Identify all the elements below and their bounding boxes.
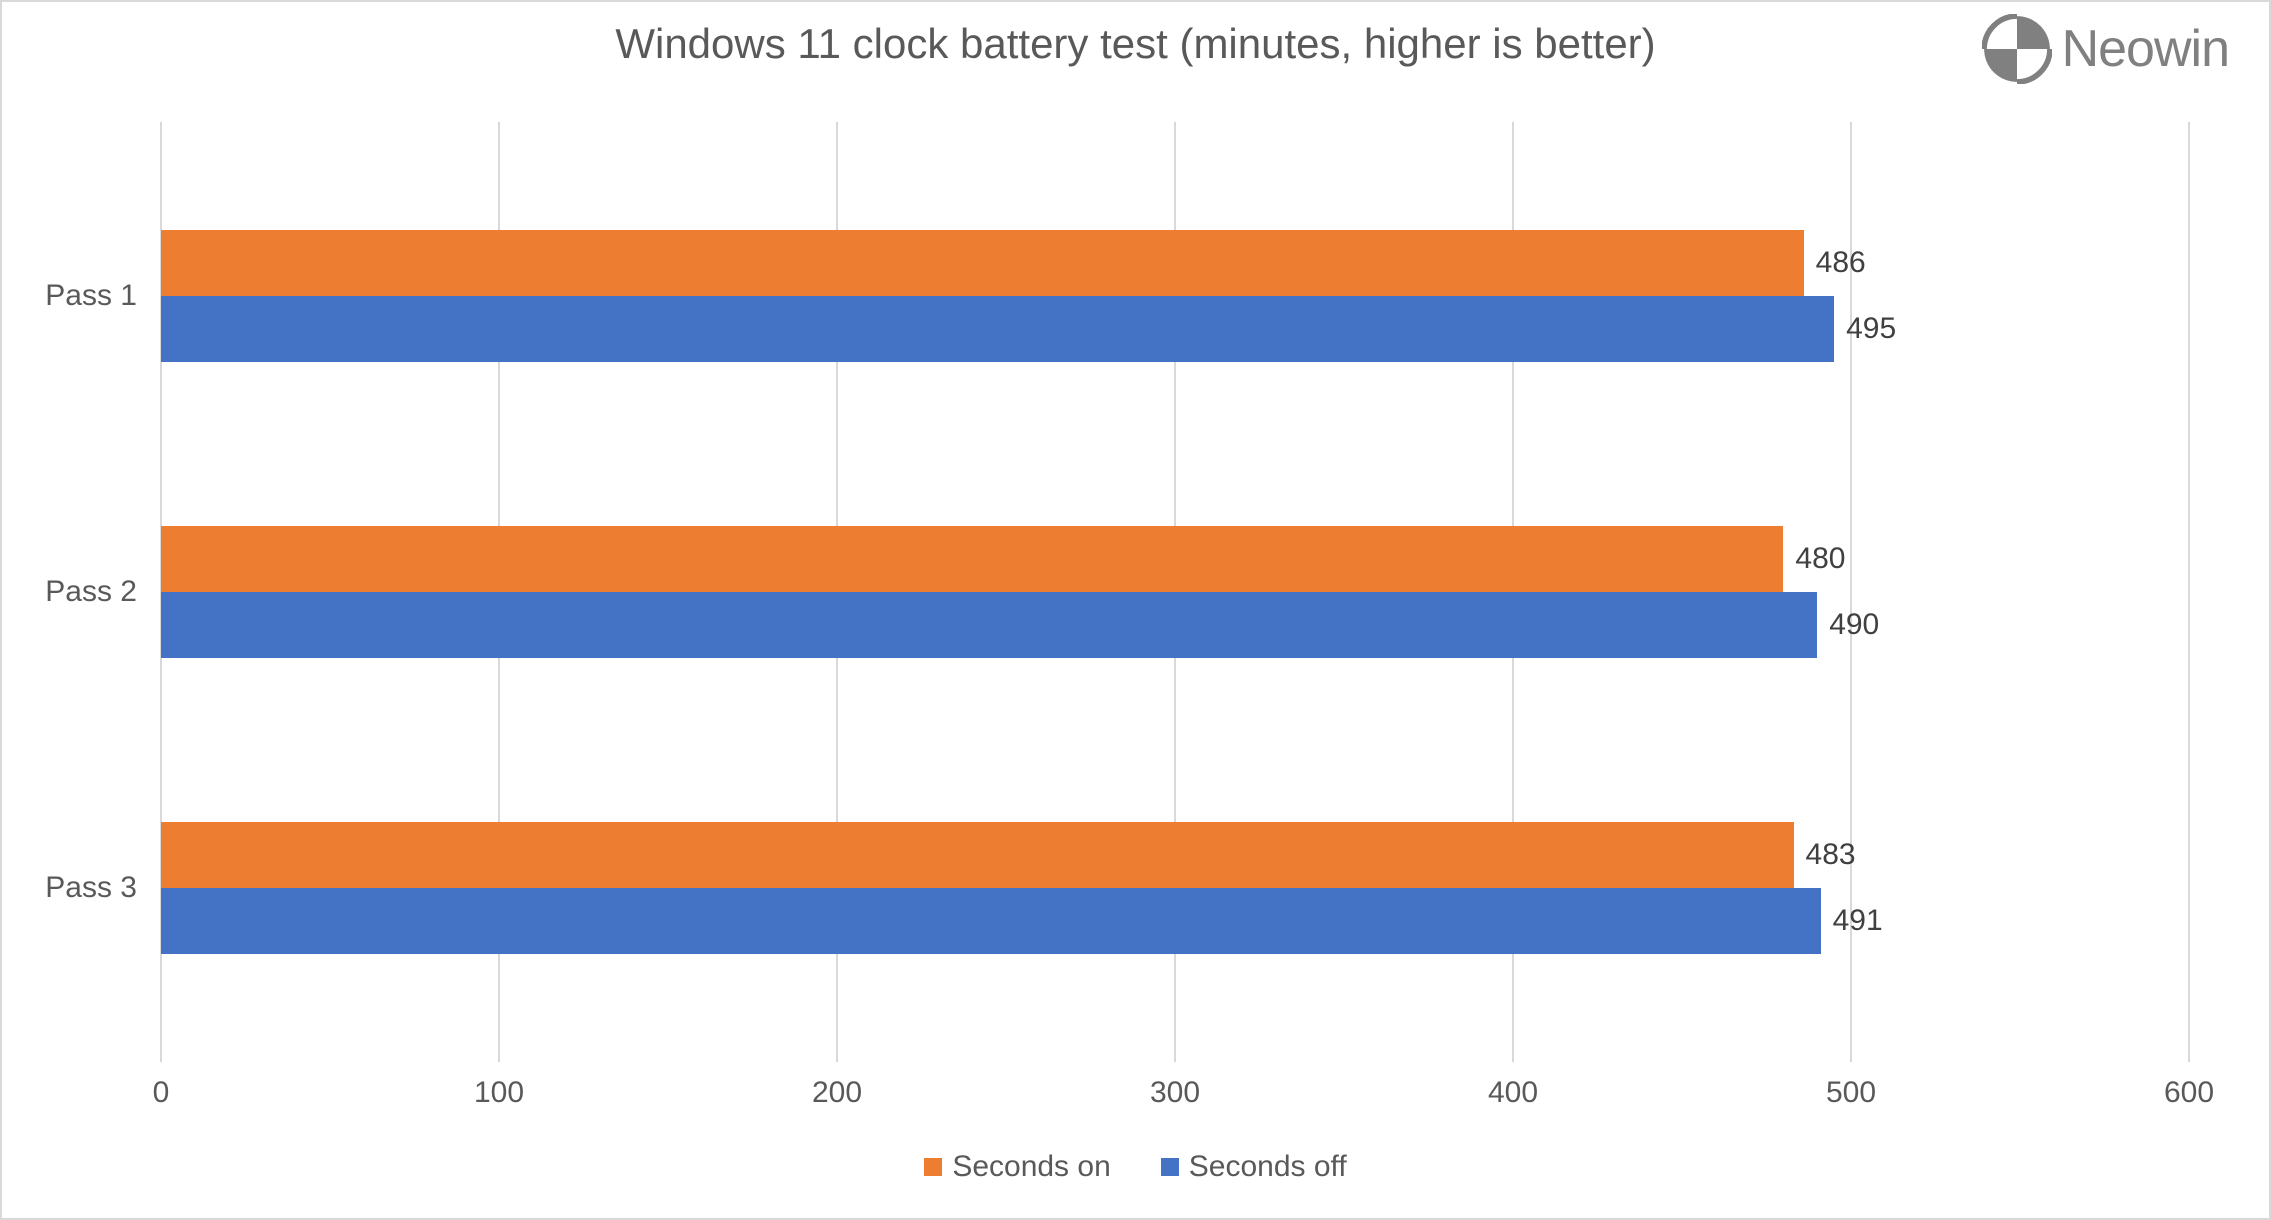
- legend-label: Seconds on: [952, 1150, 1110, 1184]
- plot-area: 0100200300400500600Pass 1486495Pass 2480…: [161, 122, 2189, 1062]
- x-tick-label: 600: [2164, 1076, 2214, 1110]
- x-tick-label: 200: [812, 1076, 862, 1110]
- data-label: 483: [1806, 838, 1856, 872]
- gridline: [2188, 122, 2190, 1062]
- x-tick-label: 0: [153, 1076, 170, 1110]
- x-tick-label: 100: [474, 1076, 524, 1110]
- x-tick-label: 400: [1488, 1076, 1538, 1110]
- bar: 483: [161, 822, 1794, 888]
- bar: 490: [161, 592, 1817, 658]
- x-tick-label: 500: [1826, 1076, 1876, 1110]
- data-label: 491: [1833, 904, 1883, 938]
- bar: 495: [161, 296, 1834, 362]
- legend-swatch: [924, 1158, 942, 1176]
- bar: 486: [161, 230, 1804, 296]
- data-label: 486: [1816, 246, 1866, 280]
- logo-text: Neowin: [2062, 19, 2229, 79]
- y-tick-label: Pass 1: [45, 279, 137, 313]
- neowin-logo-icon: [1982, 14, 2052, 84]
- data-label: 480: [1795, 542, 1845, 576]
- y-tick-label: Pass 2: [45, 575, 137, 609]
- legend: Seconds on Seconds off: [2, 1150, 2269, 1184]
- data-label: 495: [1846, 312, 1896, 346]
- legend-item: Seconds on: [924, 1150, 1110, 1184]
- x-tick-label: 300: [1150, 1076, 1200, 1110]
- data-label: 490: [1829, 608, 1879, 642]
- chart-frame: Windows 11 clock battery test (minutes, …: [0, 0, 2271, 1220]
- y-tick-label: Pass 3: [45, 871, 137, 905]
- legend-item: Seconds off: [1161, 1150, 1347, 1184]
- chart-title: Windows 11 clock battery test (minutes, …: [2, 20, 2269, 68]
- bar: 491: [161, 888, 1821, 954]
- legend-label: Seconds off: [1189, 1150, 1347, 1184]
- bar: 480: [161, 526, 1783, 592]
- logo: Neowin: [1982, 14, 2229, 84]
- legend-swatch: [1161, 1158, 1179, 1176]
